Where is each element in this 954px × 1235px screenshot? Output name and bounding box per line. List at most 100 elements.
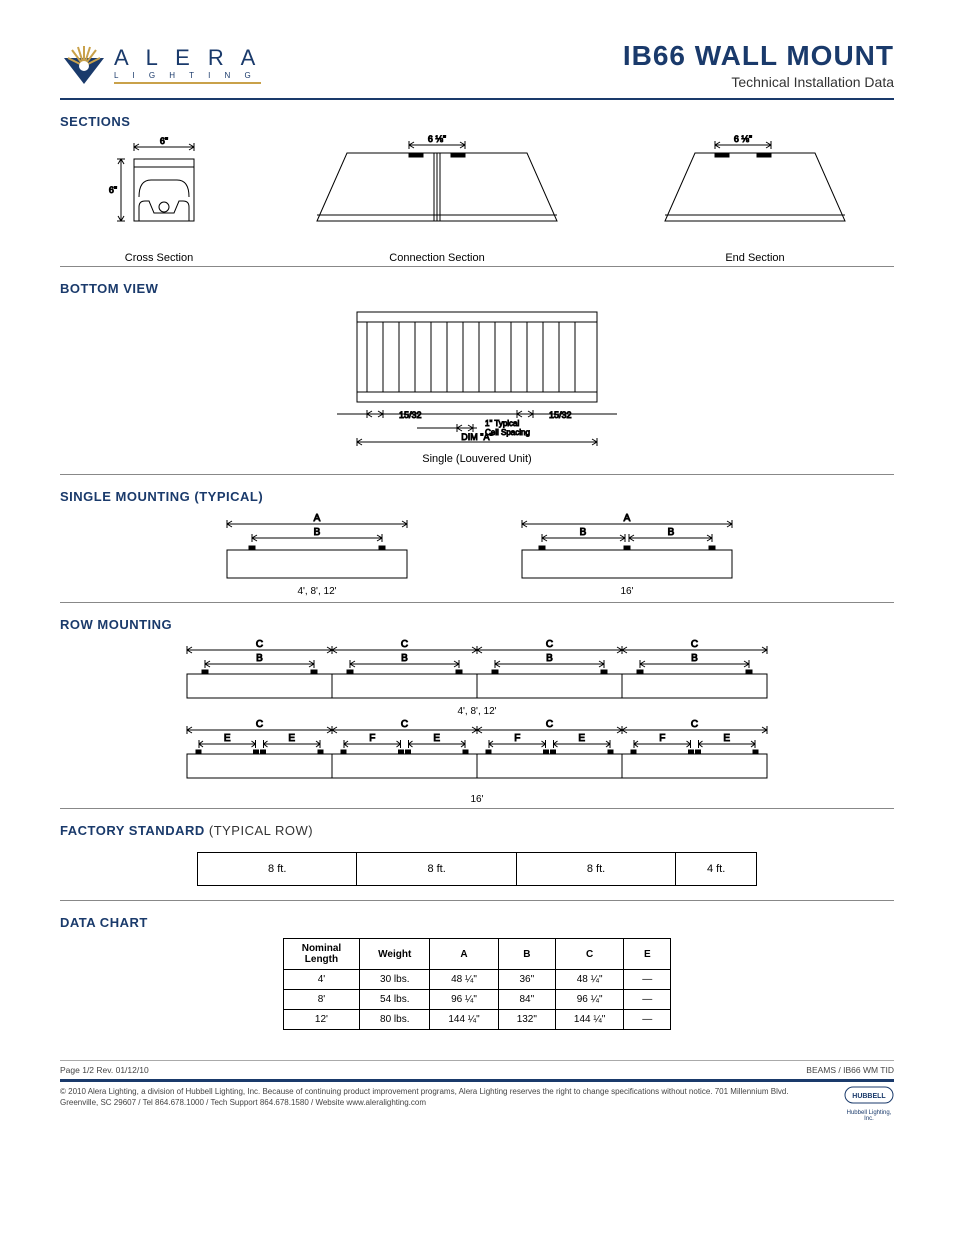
- cross-section-svg: 6" 6": [99, 135, 219, 245]
- single-mount-right: A B B 16': [507, 510, 747, 600]
- table-cell: 132": [498, 1010, 555, 1030]
- table-header: C: [555, 939, 623, 970]
- single-mount-left: A B 4', 8', 12': [207, 510, 427, 600]
- brand-tag: L I G H T I N G: [114, 71, 257, 80]
- table-cell: 36": [498, 970, 555, 990]
- table-cell: 48 ¼": [555, 970, 623, 990]
- data-chart-heading: DATA CHART: [60, 915, 894, 930]
- footer-rule: [60, 1079, 894, 1082]
- svg-text:B: B: [314, 527, 321, 538]
- doc-subtitle: Technical Installation Data: [623, 74, 894, 90]
- svg-text:A: A: [314, 513, 321, 524]
- factory-heading: FACTORY STANDARD (TYPICAL ROW): [60, 823, 894, 838]
- svg-text:6": 6": [160, 136, 168, 146]
- factory-heading-suffix: (TYPICAL ROW): [205, 823, 313, 838]
- table-row: 4'30 lbs.48 ¼"36"48 ¼"—: [283, 970, 671, 990]
- footer-copyright: © 2010 Alera Lighting, a division of Hub…: [60, 1086, 824, 1108]
- svg-text:16': 16': [620, 586, 633, 597]
- sections-diagrams: 6" 6" Cross Section 6 ⅛": [60, 135, 894, 264]
- doc-title: IB66 WALL MOUNT: [623, 40, 894, 72]
- row-mount-diagrams: CBCBCBCB 4', 8', 12' CEECFECFECFE 16': [60, 638, 894, 806]
- table-cell: 12': [283, 1010, 359, 1030]
- table-cell: 96 ¼": [430, 990, 498, 1010]
- table-row: 8'54 lbs.96 ¼"84"96 ¼"—: [283, 990, 671, 1010]
- single-mount-heading: SINGLE MOUNTING (TYPICAL): [60, 489, 894, 504]
- svg-text:C: C: [256, 719, 263, 730]
- svg-text:F: F: [514, 733, 520, 744]
- table-cell: 84": [498, 990, 555, 1010]
- header: A L E R A L I G H T I N G IB66 WALL MOUN…: [60, 40, 894, 90]
- svg-text:E: E: [433, 733, 440, 744]
- table-cell: 4': [283, 970, 359, 990]
- table-cell: 144 ¼": [555, 1010, 623, 1030]
- single-mount-diagrams: A B 4', 8', 12' A B B: [60, 510, 894, 600]
- sections-heading: SECTIONS: [60, 114, 894, 129]
- factory-heading-main: FACTORY STANDARD: [60, 823, 205, 838]
- svg-text:B: B: [691, 653, 698, 664]
- sunburst-icon: [60, 40, 108, 88]
- table-cell: 8': [283, 990, 359, 1010]
- single-mount-rule: [60, 602, 894, 603]
- hubbell-logo: HUBBELL Hubbell Lighting, Inc.: [844, 1086, 894, 1122]
- brand-logo: A L E R A L I G H T I N G: [60, 40, 261, 88]
- svg-text:C: C: [256, 639, 263, 650]
- svg-text:C: C: [401, 639, 408, 650]
- end-section-svg: 6 ⅛": [655, 135, 855, 245]
- table-cell: —: [624, 970, 671, 990]
- factory-rule: [60, 900, 894, 901]
- footer: Page 1/2 Rev. 01/12/10 BEAMS / IB66 WM T…: [60, 1060, 894, 1122]
- factory-cell: 8 ft.: [517, 853, 676, 885]
- footer-right: BEAMS / IB66 WM TID: [806, 1065, 894, 1075]
- svg-text:15/32: 15/32: [549, 410, 572, 420]
- svg-text:B: B: [546, 653, 553, 664]
- table-header: B: [498, 939, 555, 970]
- title-rule: [60, 98, 894, 100]
- row-mount-heading: ROW MOUNTING: [60, 617, 894, 632]
- svg-text:E: E: [288, 733, 295, 744]
- svg-text:B: B: [580, 527, 587, 538]
- svg-text:E: E: [578, 733, 585, 744]
- svg-text:B: B: [256, 653, 263, 664]
- svg-text:1" Typical: 1" Typical: [485, 419, 519, 428]
- svg-text:4', 8', 12': 4', 8', 12': [297, 586, 336, 597]
- table-cell: 96 ¼": [555, 990, 623, 1010]
- row-mount-rule: [60, 808, 894, 809]
- svg-text:C: C: [691, 639, 698, 650]
- connection-section: 6 ⅛" Connection Section: [297, 135, 577, 264]
- table-row: 12'80 lbs.144 ¼"132"144 ¼"—: [283, 1010, 671, 1030]
- svg-text:A: A: [624, 513, 631, 524]
- data-chart-table: NominalLengthWeightABCE 4'30 lbs.48 ¼"36…: [283, 938, 672, 1030]
- svg-text:15/32: 15/32: [399, 410, 422, 420]
- svg-text:4', 8', 12': 4', 8', 12': [457, 706, 496, 717]
- row-mount-top: CBCBCBCB 4', 8', 12': [167, 638, 787, 718]
- svg-text:C: C: [546, 639, 553, 650]
- footer-page: Page 1/2 Rev. 01/12/10: [60, 1065, 149, 1075]
- table-cell: 80 lbs.: [360, 1010, 430, 1030]
- brand-name: A L E R A: [114, 45, 261, 71]
- svg-text:C: C: [401, 719, 408, 730]
- bottom-view-diagram: 15/32 15/32 1" Typical Cell Spacing DIM …: [60, 302, 894, 472]
- table-cell: —: [624, 1010, 671, 1030]
- svg-text:Single (Louvered Unit): Single (Louvered Unit): [422, 453, 531, 465]
- svg-text:DIM "A": DIM "A": [461, 432, 492, 442]
- svg-text:F: F: [369, 733, 375, 744]
- bottom-rule: [60, 474, 894, 475]
- svg-text:HUBBELL: HUBBELL: [852, 1093, 886, 1100]
- table-cell: 48 ¼": [430, 970, 498, 990]
- end-section: 6 ⅛" End Section: [655, 135, 855, 264]
- svg-text:B: B: [401, 653, 408, 664]
- factory-cell: 8 ft.: [357, 853, 516, 885]
- table-header: Weight: [360, 939, 430, 970]
- svg-text:6": 6": [109, 185, 117, 195]
- svg-text:C: C: [691, 719, 698, 730]
- cross-section-label: Cross Section: [99, 252, 219, 264]
- end-section-label: End Section: [655, 252, 855, 264]
- table-header: NominalLength: [283, 939, 359, 970]
- factory-cell: 8 ft.: [198, 853, 357, 885]
- table-cell: —: [624, 990, 671, 1010]
- bottom-view-heading: BOTTOM VIEW: [60, 281, 894, 296]
- factory-row: 8 ft.8 ft.8 ft.4 ft.: [197, 852, 757, 886]
- factory-cell: 4 ft.: [676, 853, 756, 885]
- svg-text:E: E: [723, 733, 730, 744]
- sections-rule: [60, 266, 894, 267]
